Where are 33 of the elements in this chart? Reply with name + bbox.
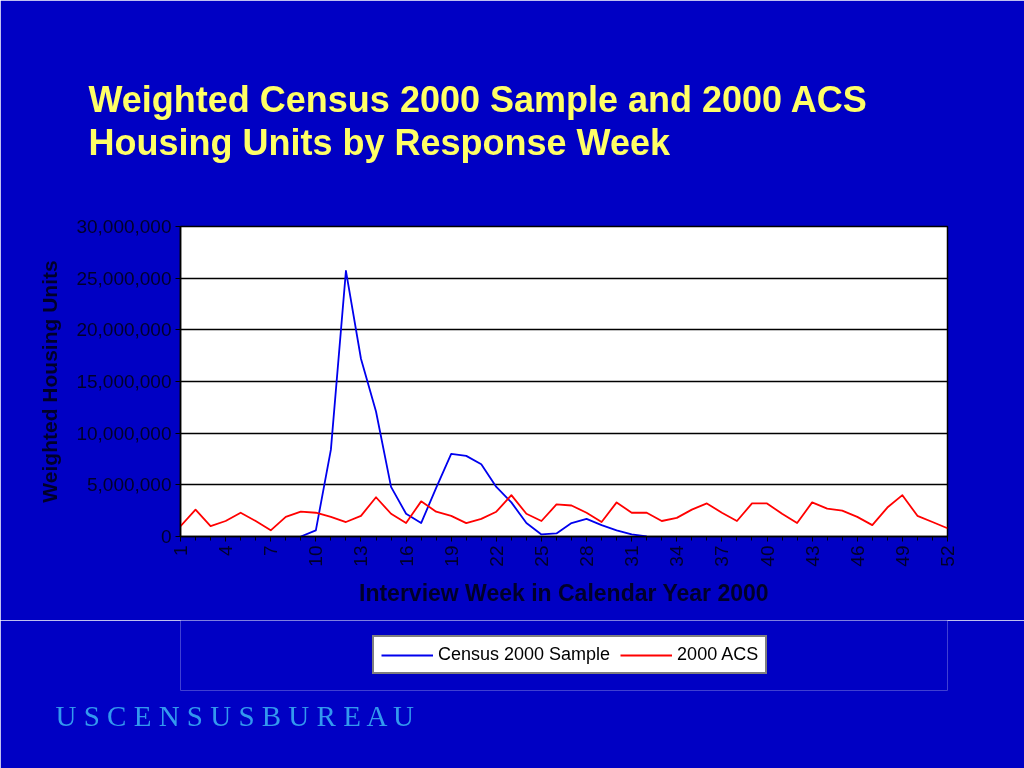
x-tick-label: 28: [576, 545, 598, 567]
line-series: [180, 494, 948, 532]
y-axis-title: Weighted Housing Units: [38, 260, 62, 503]
x-tick-label: 31: [621, 545, 643, 567]
x-tick-label: 34: [666, 545, 688, 567]
chart-title: Weighted Census 2000 Sample and 2000 ACS Housing Units by Response Week: [88, 79, 867, 164]
x-tick-label: 49: [891, 545, 913, 567]
x-tick-label: 40: [756, 545, 778, 567]
x-tick-label: 43: [801, 545, 823, 567]
x-tick-label: 13: [350, 545, 372, 567]
text: U S C E N S U S B U R E A U: [55, 699, 415, 732]
y-tick-label: 0: [160, 526, 172, 547]
x-tick-label: 19: [440, 545, 462, 567]
line-series: [299, 270, 648, 537]
y-tick-label: 25,000,000: [76, 267, 172, 289]
legend-label: 2000 ACS: [677, 644, 759, 665]
y-tick-label: 5,000,000: [86, 474, 172, 496]
y-tick-label: 15,000,000: [76, 371, 172, 392]
x-tick-label: 46: [846, 545, 868, 567]
x-tick-label: 25: [530, 545, 552, 567]
y-tick-label: 30,000,000: [76, 216, 172, 237]
x-tick-label: 10: [305, 545, 327, 567]
x-tick-label: 4: [215, 545, 237, 557]
x-tick-label: 1: [170, 545, 191, 557]
x-axis-title: Interview Week in Calendar Year 2000: [359, 579, 769, 606]
x-tick-label: 52: [937, 545, 958, 567]
x-tick-label: 22: [485, 545, 507, 567]
x-tick-label: 37: [711, 545, 733, 567]
y-tick-label: 10,000,000: [76, 422, 172, 444]
x-tick-label: 7: [260, 545, 282, 557]
x-tick-label: 16: [395, 545, 417, 567]
legend-label: Census 2000 Sample: [438, 644, 611, 665]
y-tick-label: 20,000,000: [76, 319, 172, 341]
